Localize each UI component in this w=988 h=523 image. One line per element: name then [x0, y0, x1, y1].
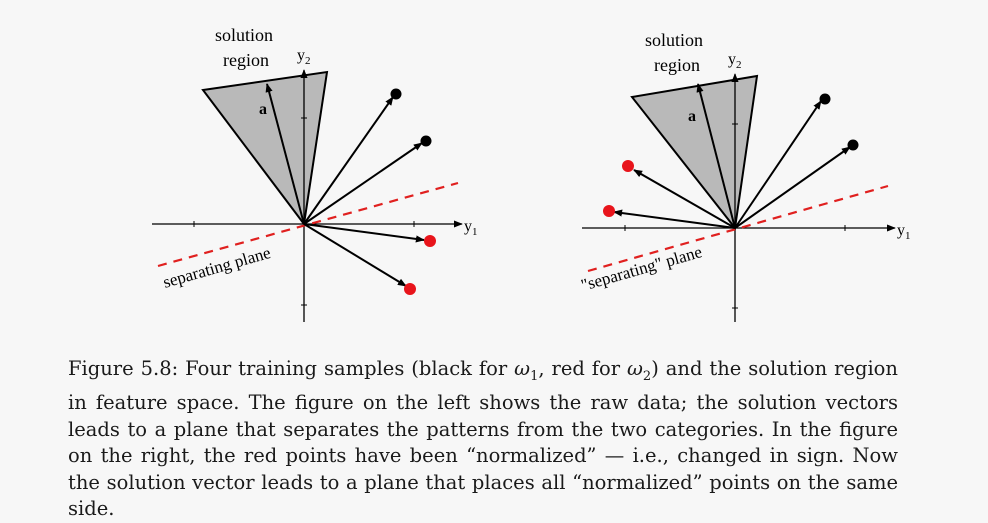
- left-solution-vector: [265, 83, 305, 225]
- right-solution-label-2: region: [654, 55, 700, 75]
- figure-graphics: solution region y2 y1 a separating plane: [152, 25, 911, 322]
- right-red-point-1: [622, 160, 634, 172]
- left-figure: solution region y2 y1 a separating plane: [152, 25, 478, 322]
- right-sample-vector-4: [613, 209, 736, 229]
- left-solution-label-1: solution: [215, 25, 273, 45]
- right-separating-plane: [587, 184, 889, 273]
- right-black-point-2: [847, 139, 859, 151]
- right-y2-label: y2: [728, 51, 742, 71]
- right-solution-label-1: solution: [645, 30, 703, 50]
- left-red-point-2: [404, 283, 416, 295]
- left-sample-vector-2: [303, 142, 423, 225]
- omega-2-subscript: 2: [642, 368, 652, 384]
- caption-middle: , red for: [538, 357, 628, 380]
- caption-rest: ) and the solution region in feature spa…: [68, 357, 898, 521]
- right-sample-vector-2: [734, 146, 851, 229]
- right-figure: solution region y2 y1 a "separating" pla…: [579, 30, 911, 322]
- left-y1-label: y1: [464, 218, 478, 238]
- left-black-point-1: [390, 88, 402, 100]
- caption-prefix: Figure 5.8: Four training samples (black…: [68, 357, 515, 380]
- right-sample-vector-1: [734, 100, 822, 229]
- left-sample-vector-1: [303, 96, 394, 225]
- omega-1-subscript: 1: [530, 368, 539, 384]
- left-sample-vector-4: [303, 223, 407, 287]
- right-plane-label: "separating" plane: [579, 242, 704, 295]
- omega-2-symbol: ω: [627, 357, 643, 380]
- right-a-label: a: [688, 108, 696, 125]
- left-red-point-1: [424, 235, 436, 247]
- left-separating-plane: [157, 181, 459, 268]
- right-solution-vector: [696, 83, 736, 229]
- left-y2-label: y2: [297, 47, 311, 67]
- figure-caption: Figure 5.8: Four training samples (black…: [68, 356, 898, 523]
- left-black-point-2: [420, 135, 432, 147]
- right-black-point-1: [819, 93, 831, 105]
- right-sample-vector-3: [633, 169, 736, 229]
- left-solution-label-2: region: [223, 50, 269, 70]
- figure-page: solution region y2 y1 a separating plane: [68, 25, 911, 520]
- left-solution-region: [201, 70, 329, 227]
- right-y1-label: y1: [897, 222, 911, 242]
- right-red-point-2: [603, 205, 615, 217]
- left-plane-label: separating plane: [161, 243, 273, 292]
- omega-1-symbol: ω: [514, 357, 531, 380]
- left-a-label: a: [259, 101, 267, 118]
- left-sample-vector-3: [303, 223, 425, 243]
